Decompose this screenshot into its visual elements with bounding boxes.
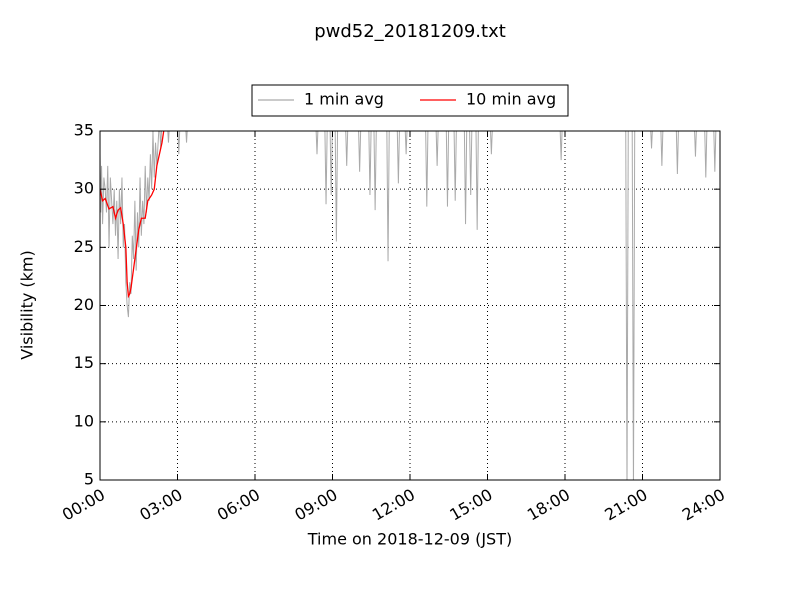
legend-box bbox=[251, 84, 569, 117]
x-tick-label: 09:00 bbox=[291, 485, 340, 525]
x-tick-label: 00:00 bbox=[59, 485, 108, 525]
legend-label: 10 min avg bbox=[466, 90, 556, 109]
y-axis-label: Visibility (km) bbox=[18, 250, 37, 359]
x-tick-label: 15:00 bbox=[446, 485, 495, 525]
legend: 1 min avg 10 min avg bbox=[251, 84, 569, 117]
x-tick-label: 12:00 bbox=[369, 485, 418, 525]
x-tick-label: 06:00 bbox=[214, 485, 263, 525]
x-tick-label: 21:00 bbox=[601, 485, 650, 525]
x-tick-label: 03:00 bbox=[136, 485, 185, 525]
y-tick-label: 10 bbox=[74, 411, 94, 430]
y-tick-label: 25 bbox=[74, 237, 94, 256]
y-tick-label: 20 bbox=[74, 295, 94, 314]
x-tick-label: 18:00 bbox=[524, 485, 573, 525]
series-line bbox=[100, 131, 165, 299]
y-tick-label: 35 bbox=[74, 121, 94, 140]
legend-label: 1 min avg bbox=[304, 90, 384, 109]
plot-area bbox=[100, 131, 717, 480]
x-axis-label: Time on 2018-12-09 (JST) bbox=[307, 530, 512, 549]
chart-title: pwd52_20181209.txt bbox=[314, 21, 506, 42]
x-tick-label: 24:00 bbox=[679, 485, 728, 525]
y-tick-label: 30 bbox=[74, 179, 94, 198]
y-tick-label: 5 bbox=[84, 470, 94, 489]
y-tick-label: 15 bbox=[74, 353, 94, 372]
